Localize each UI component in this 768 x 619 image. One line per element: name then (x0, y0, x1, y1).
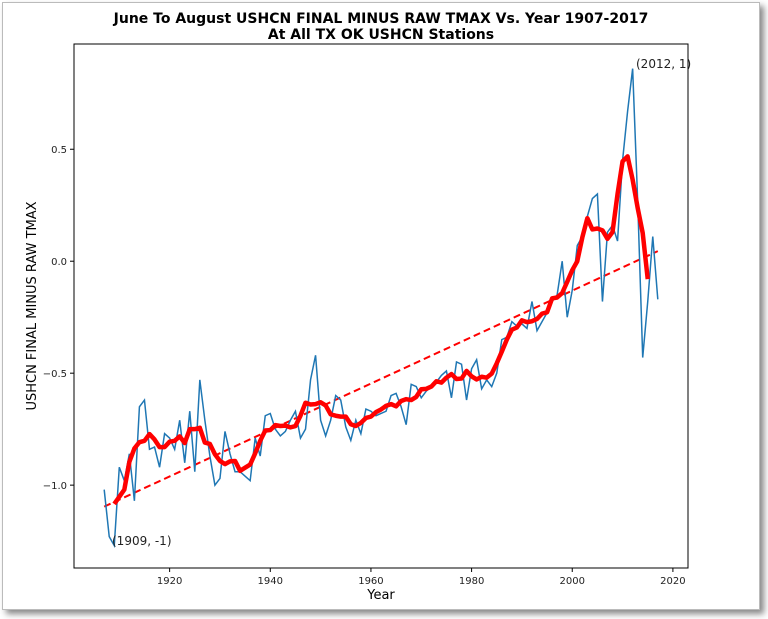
x-axis-label: Year (366, 588, 395, 603)
x-tick-label: 2000 (560, 576, 585, 587)
y-tick-label: 0.0 (51, 257, 67, 268)
y-tick-label: −1.0 (43, 481, 67, 492)
annotation-max: (2012, 1) (636, 57, 691, 71)
annotation-min: (1909, -1) (112, 534, 172, 548)
trend-line (103, 250, 659, 508)
chart-title: June To August USHCN FINAL MINUS RAW TMA… (113, 11, 649, 27)
plot-area (73, 43, 689, 569)
running-mean-line (112, 154, 650, 506)
x-tick-label: 2020 (660, 576, 685, 587)
y-axis-label: USHCN FINAL MINUS RAW TMAX (25, 201, 40, 410)
x-tick-label: 1980 (459, 576, 484, 587)
x-tick-label: 1920 (157, 576, 182, 587)
y-tick-label: 0.5 (51, 145, 67, 156)
annual-series-line (103, 68, 659, 549)
chart-subtitle: At All TX OK USHCN Stations (268, 27, 494, 43)
x-tick-label: 1960 (358, 576, 383, 587)
x-tick-label: 1940 (258, 576, 283, 587)
y-tick-label: −0.5 (43, 369, 67, 380)
